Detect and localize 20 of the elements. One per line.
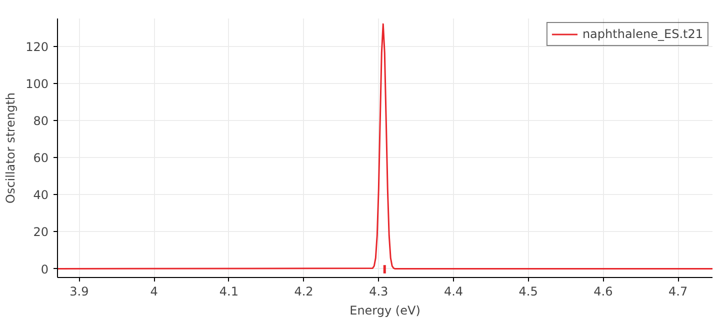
x-tick-label: 4 — [150, 284, 158, 298]
y-tick-label: 20 — [33, 225, 49, 240]
legend-label: naphthalene_ES.t21 — [582, 27, 703, 41]
y-tick-label: 40 — [33, 188, 49, 202]
x-tick-label: 4.7 — [668, 284, 688, 298]
y-tick-label: 80 — [33, 114, 49, 128]
x-tick-label: 4.2 — [294, 284, 314, 298]
x-tick-label: 4.6 — [594, 284, 613, 298]
x-tick-label: 4.4 — [444, 284, 464, 298]
x-axis-title: Energy (eV) — [350, 304, 420, 318]
x-tick-label: 4.1 — [219, 284, 238, 298]
y-tick-label: 60 — [33, 151, 49, 166]
y-tick-label: 0 — [40, 262, 49, 276]
x-tick-label: 4.3 — [369, 284, 388, 298]
y-tick-label: 100 — [26, 76, 48, 91]
line-series — [58, 23, 712, 270]
y-tick-label: 120 — [26, 40, 48, 54]
x-tick-label: 4.5 — [518, 284, 538, 298]
x-tick-label: 3.9 — [70, 284, 89, 298]
y-axis-title: Oscillator strength — [4, 92, 18, 204]
